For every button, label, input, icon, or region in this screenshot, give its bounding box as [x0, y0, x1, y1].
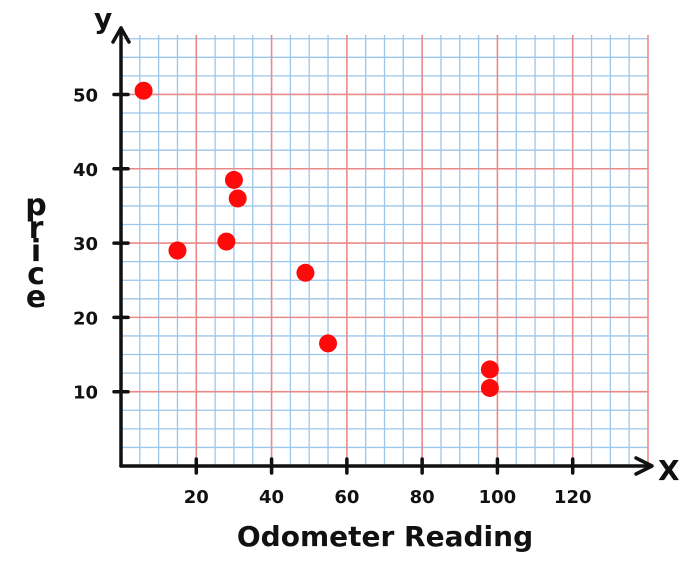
x-tick-label: 40: [259, 487, 284, 508]
x-tick-label: 120: [554, 487, 592, 508]
y-axis-title-char: i: [31, 234, 41, 269]
y-tick-label: 40: [73, 160, 98, 181]
data-point: [480, 378, 499, 397]
y-axis-title-char: p: [25, 188, 46, 223]
x-axis-arrow: [634, 456, 654, 476]
data-point: [168, 241, 187, 260]
y-axis-title-char: e: [26, 280, 46, 315]
y-axis-title-char: r: [29, 211, 44, 246]
data-point: [480, 360, 499, 379]
data-point: [296, 263, 315, 282]
y-axis-title-char: c: [27, 257, 45, 292]
x-tick-label: 100: [479, 487, 517, 508]
x-axis-name: X: [658, 454, 680, 487]
x-axis-title: Odometer Reading: [237, 520, 533, 553]
minor-gridlines: [121, 35, 648, 466]
data-points: [134, 81, 499, 397]
x-tick-label: 60: [334, 487, 359, 508]
data-point: [224, 170, 243, 189]
tick-marks: [112, 92, 575, 475]
tick-labels: 20 40 60 80 100 120 10 20 30 40 50: [73, 85, 592, 508]
y-axis-arrow: [111, 26, 131, 44]
data-point: [217, 232, 236, 251]
y-axis-name: y: [94, 2, 112, 35]
y-tick-label: 10: [73, 383, 98, 404]
y-tick-label: 30: [73, 234, 98, 255]
data-point: [134, 81, 153, 100]
x-tick-label: 80: [410, 487, 435, 508]
x-tick-label: 20: [184, 487, 209, 508]
y-tick-label: 20: [73, 308, 98, 329]
major-gridlines: [121, 35, 649, 466]
data-point: [228, 189, 247, 208]
y-tick-label: 50: [73, 85, 98, 106]
data-point: [319, 334, 338, 353]
